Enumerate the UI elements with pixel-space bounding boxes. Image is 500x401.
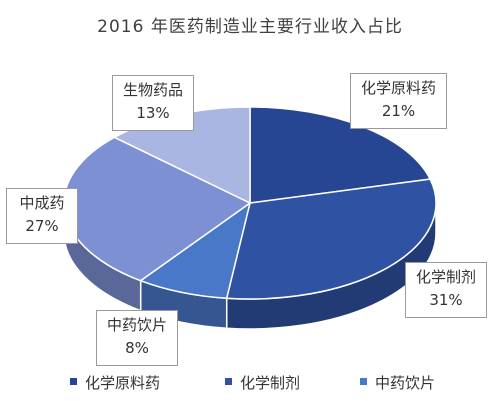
slice-value: 8% — [125, 339, 149, 357]
slice-value: 27% — [25, 217, 59, 235]
legend-swatch — [360, 378, 367, 385]
callout-zhongyao-yinpian: 中药饮片 8% — [96, 310, 178, 366]
pie-top — [63, 106, 437, 300]
slice-label: 中成药 — [19, 194, 65, 212]
legend-label: 化学原料药 — [85, 374, 161, 392]
chart-title: 2016 年医药制造业主要行业收入占比 — [97, 17, 403, 37]
pie-slice-1 — [225, 178, 437, 300]
legend-swatch — [70, 378, 77, 385]
legend-label: 化学制剂 — [240, 374, 301, 392]
slice-label: 化学原料药 — [360, 79, 436, 97]
slice-label: 化学制剂 — [415, 268, 476, 286]
slice-value: 13% — [136, 104, 170, 122]
slice-value: 31% — [429, 291, 463, 309]
callout-huaxue-zhiji: 化学制剂 31% — [405, 262, 487, 318]
legend-item-huaxue-zhiji: 化学制剂 — [225, 372, 300, 393]
legend-swatch — [225, 378, 232, 385]
callout-zhongchengyao: 中成药 27% — [6, 188, 78, 244]
slice-label: 中药饮片 — [106, 316, 167, 334]
legend-item-zhongyao-yinpian: 中药饮片 — [360, 372, 435, 393]
legend-item-huaxue-yuanliao: 化学原料药 — [70, 372, 160, 393]
callout-huaxue-yuanliao: 化学原料药 21% — [350, 73, 447, 129]
callout-shengwu: 生物药品 13% — [112, 75, 194, 131]
slice-value: 21% — [381, 102, 416, 120]
legend-label: 中药饮片 — [375, 374, 436, 392]
pie-slice-2 — [139, 201, 252, 300]
slice-label: 生物药品 — [122, 81, 183, 99]
